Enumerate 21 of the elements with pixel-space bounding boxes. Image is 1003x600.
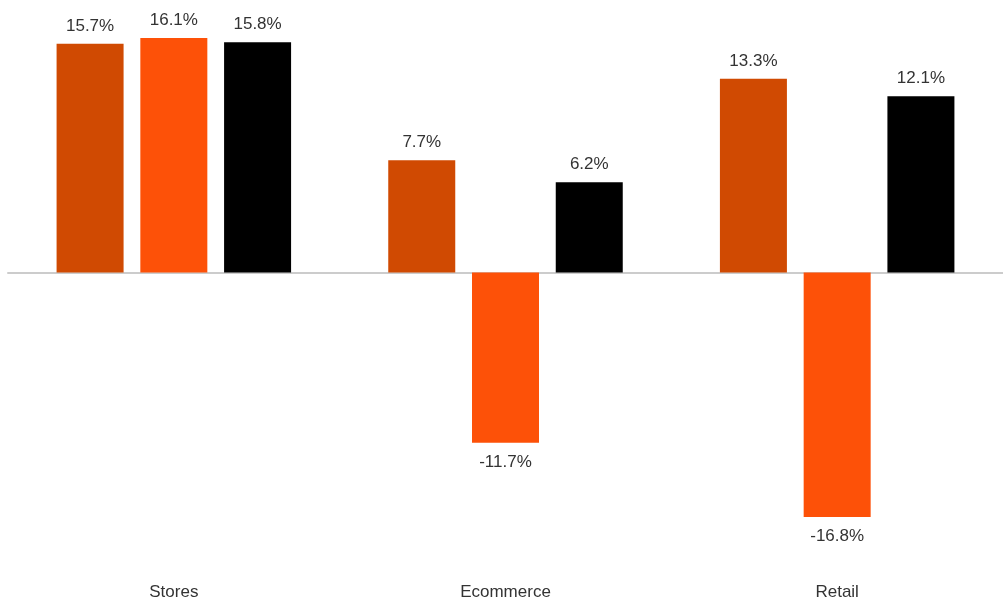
data-label: 16.1% [149,10,198,29]
data-label: 15.7% [65,15,115,35]
data-label: -16.8% [810,526,865,545]
bar [472,272,539,443]
bar [887,96,955,273]
data-label: 6.2% [569,154,609,174]
bar [719,78,787,273]
data-label: 13.3% [729,50,778,70]
bar [224,42,292,273]
data-label: 7.7% [402,132,442,152]
data-label: -11.7% [479,451,532,471]
bar [555,182,623,273]
x-tick-label: Stores [149,582,199,600]
x-tick-label: Ecommerce [460,582,551,600]
bar [803,272,871,517]
x-tick-label: Retail [815,582,859,600]
data-label: 15.8% [233,14,282,34]
bar [388,160,456,273]
data-label: 12.1% [896,68,946,88]
bar [56,43,124,273]
bar [140,38,208,273]
